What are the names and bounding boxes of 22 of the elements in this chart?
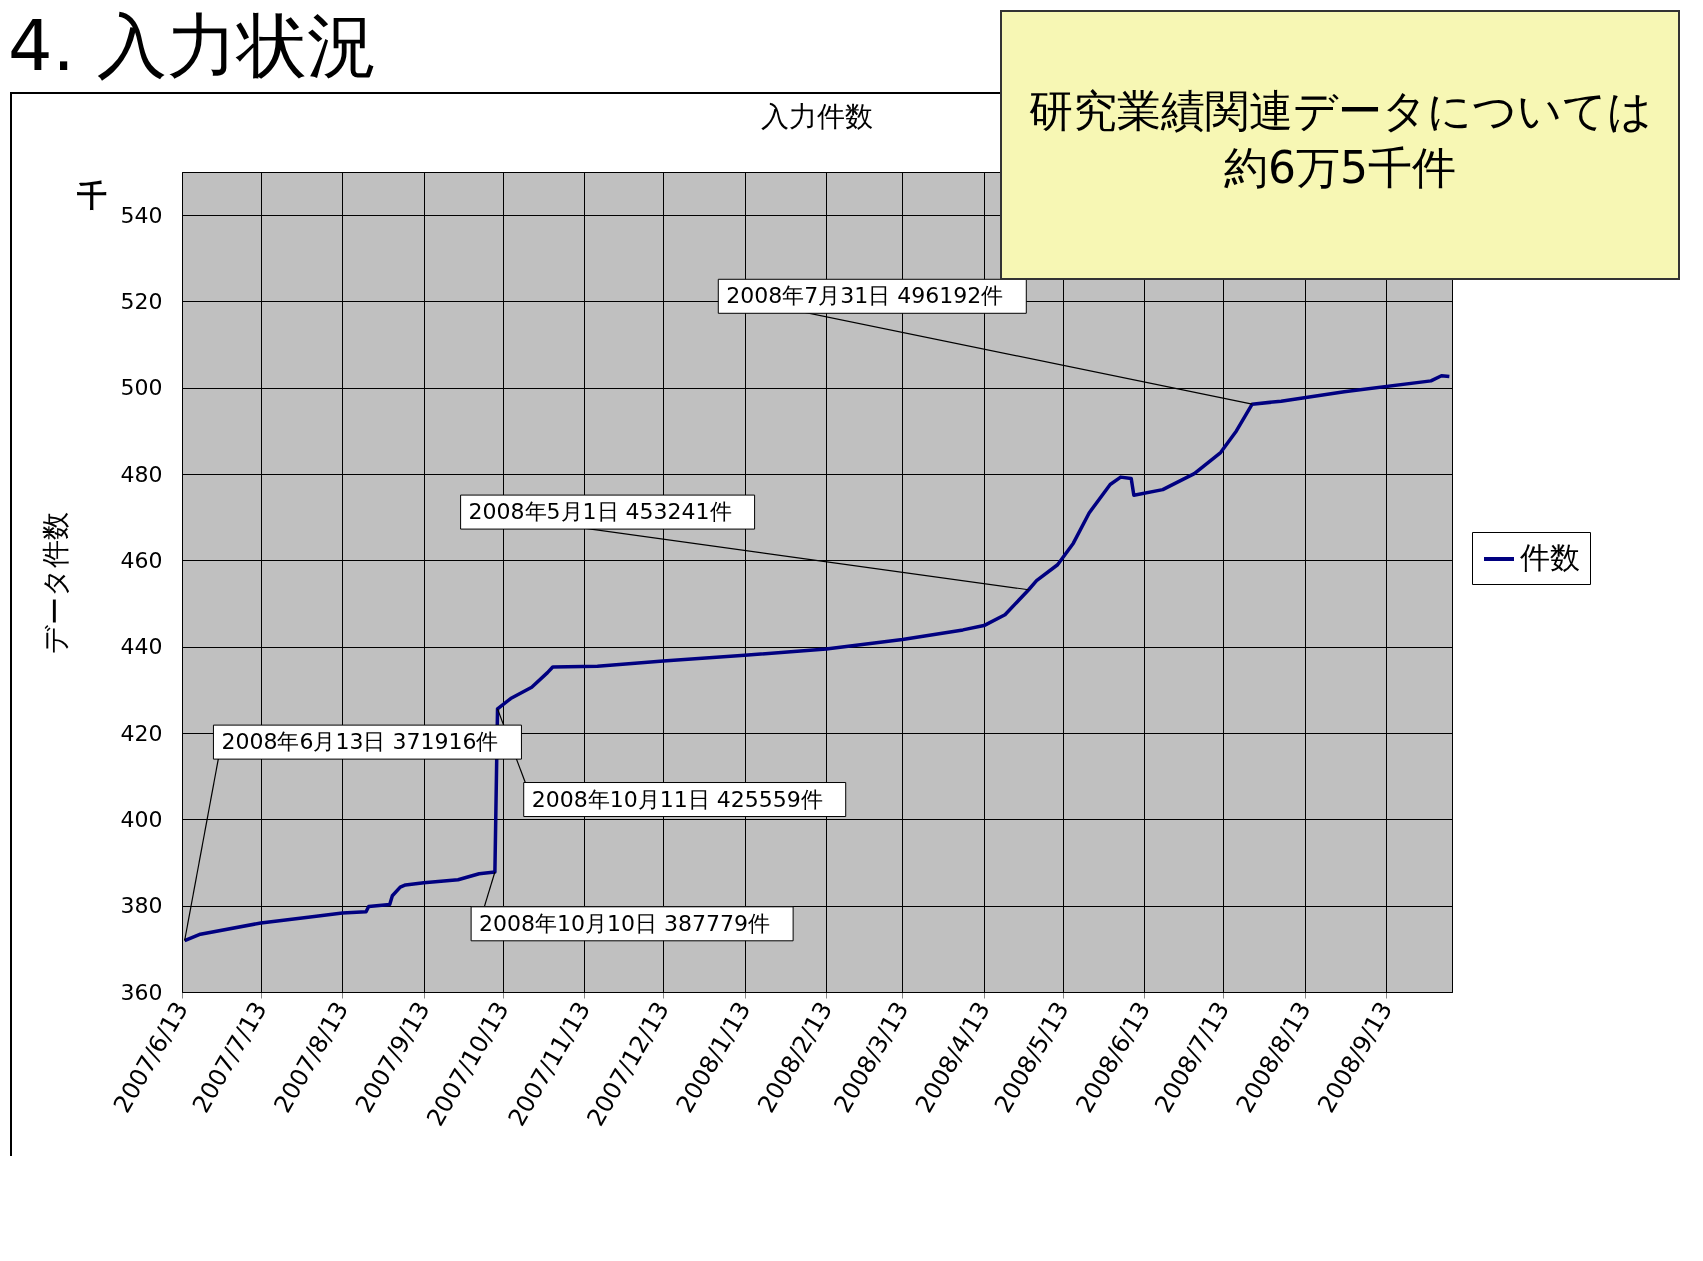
callout-box: 研究業績関連データについては約6万5千件 xyxy=(1000,10,1680,280)
y-tick-label: 500 xyxy=(120,375,163,401)
legend-label: 件数 xyxy=(1520,540,1580,575)
y-tick-label: 480 xyxy=(120,461,163,487)
chart-subtitle: 入力件数 xyxy=(761,100,873,133)
annotation: 2008年5月1日 453241件 xyxy=(468,499,732,525)
y-tick-label: 540 xyxy=(120,202,163,228)
y-axis-title: データ件数 xyxy=(38,511,72,654)
annotation: 2008年10月10日 387779件 xyxy=(479,910,771,936)
y-tick-label: 360 xyxy=(120,979,163,1005)
line-series xyxy=(182,373,1452,943)
y-tick-label: 440 xyxy=(120,634,163,660)
y-tick-label: 460 xyxy=(120,547,163,573)
y-tick-label: 380 xyxy=(120,893,163,919)
annotation: 2008年10月11日 425559件 xyxy=(531,786,823,812)
annotation: 2008年6月13日 371916件 xyxy=(221,729,499,755)
chart-title: 4. 入力状況 xyxy=(8,4,378,89)
y-tick-label: 520 xyxy=(120,288,163,314)
y-tick-label: 400 xyxy=(120,806,163,832)
annotation: 2008年7月31日 496192件 xyxy=(726,283,1004,309)
text: 千 xyxy=(76,178,107,213)
y-tick-label: 420 xyxy=(120,720,163,746)
